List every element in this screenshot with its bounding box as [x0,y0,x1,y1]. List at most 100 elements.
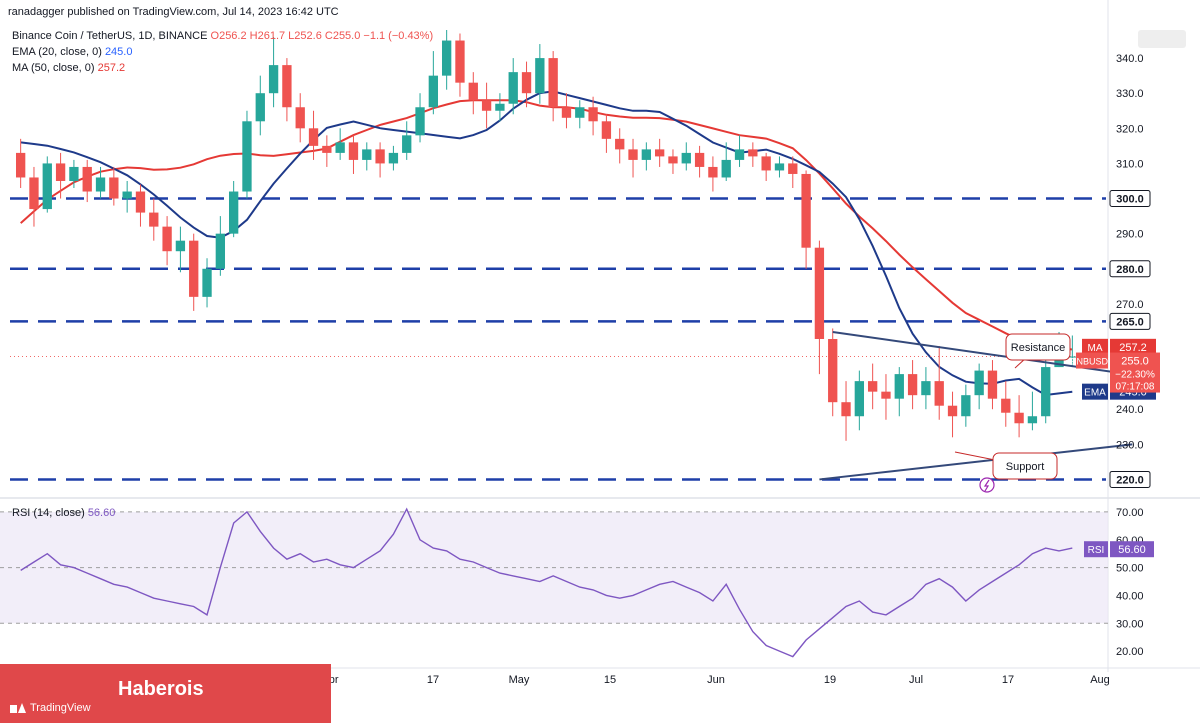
candle-body [681,152,691,164]
ema-legend-value: 245.0 [104,46,133,58]
candle-body [282,65,292,108]
candle-body [175,240,186,252]
watermark-brand: Haberois [118,678,204,700]
candle-body [987,370,998,399]
candle-body [615,138,625,150]
candle [42,156,52,213]
candle [1001,381,1011,427]
ma-legend-value: 257.2 [97,62,126,74]
candle [615,128,625,164]
candle [1014,395,1024,438]
candle [122,180,132,213]
candle [654,138,665,167]
fullscreen-button[interactable] [1138,30,1186,48]
time-tick-label: 17 [427,674,439,686]
candle-body [774,163,785,171]
ema20-line [20,90,1073,397]
candle [441,30,452,90]
ma-legend-label: MA (50, close, 0) [12,62,95,74]
time-tick-label: May [509,674,530,686]
candle [1041,353,1051,424]
candle [402,121,412,160]
candle [15,138,26,189]
candle [255,75,265,136]
candle-body [814,247,825,339]
candle-body [441,40,452,76]
candle-body [841,402,851,417]
candle-body [801,173,811,248]
candle [894,367,904,417]
candle [668,149,678,174]
time-tick-label: 17 [1002,674,1014,686]
candle [828,328,838,417]
rsi-tag-name-bg [1084,541,1108,558]
candle-body [894,374,904,399]
candle [748,142,758,167]
candle-body [548,58,558,108]
resistance-callout-box [1005,333,1071,361]
candle-body [561,107,572,118]
candle [881,374,891,420]
candle [694,145,705,178]
candle-body [668,156,678,164]
candle [947,391,958,438]
candle [95,166,106,199]
price-tick-label: 340.0 [1116,53,1144,65]
candle-body [934,381,944,406]
candle [215,216,226,276]
candle [508,58,518,115]
ma-legend[interactable]: MA (50, close, 0) 257.2 [12,62,125,74]
candle-body [255,93,265,122]
candle-body [721,159,731,178]
rsi-tick-label: 50.00 [1116,563,1144,575]
candle-body [55,163,66,181]
ma-tag-name-bg [1082,338,1108,355]
price-tick-label: 310.0 [1116,158,1144,170]
candle [801,170,811,269]
candle-body [1014,412,1024,424]
candle-body [295,107,305,129]
rsi-tick-label: 40.00 [1116,590,1144,602]
candle [348,135,359,174]
candle-body [362,149,372,160]
candle [242,110,252,199]
candle-body [202,268,212,297]
last-tag-name-bg [1076,352,1108,369]
candle [202,258,212,308]
candle-body [694,152,705,167]
candle-body [388,152,399,164]
candle-body [761,156,771,171]
time-tick-label: Jul [909,674,923,686]
candle [308,110,319,160]
candle-body [455,40,465,83]
level-tag-box [1109,260,1151,278]
candle-body [162,226,172,252]
ohlc-values: O256.2 H261.7 L252.6 C255.0 −1.1 (−0.43%… [210,30,434,42]
tradingview-badge: TradingView [10,702,91,714]
candle [162,216,172,266]
candle [481,82,492,129]
candle-body [601,121,612,139]
candle [588,96,598,136]
candle [575,100,585,129]
candle-body [575,107,585,118]
candle-body [748,149,758,157]
candle-body [481,100,492,111]
candle [149,198,159,241]
candle-body [215,233,226,269]
rsi-tag-value-bg [1110,541,1154,558]
ema-legend-label: EMA (20, close, 0) [12,46,102,58]
candle-body [1001,398,1011,413]
rsi-legend-label: RSI (14, close) [12,507,85,519]
candle-body [268,65,279,94]
level-tag-box [1109,312,1151,330]
lightning-bolt [983,479,990,492]
candle [1027,391,1038,431]
ma-tag-value: 257.2 [1119,342,1147,354]
tradingview-label: TradingView [30,702,91,714]
ema-legend[interactable]: EMA (20, close, 0) 245.0 [12,46,132,58]
candle-body [428,75,439,108]
rsi-legend[interactable]: RSI (14, close) 56.60 [12,507,115,519]
time-tick-label: 19 [824,674,836,686]
